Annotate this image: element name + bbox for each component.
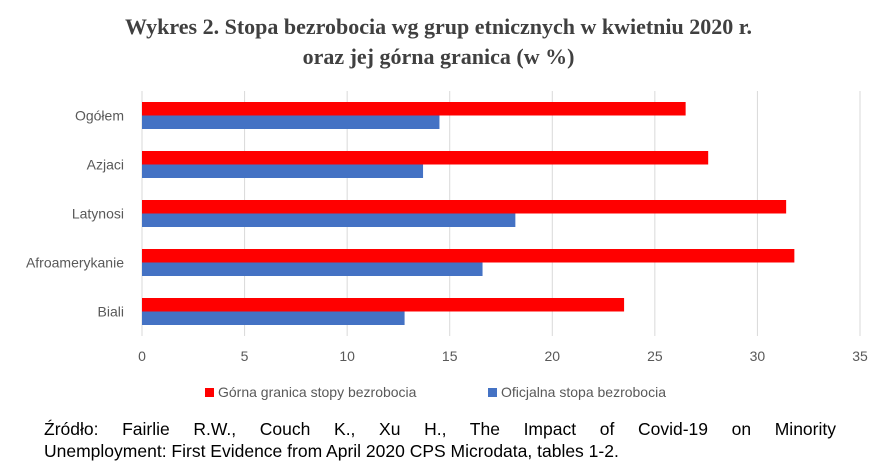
legend-label: Górna granica stopy bezrobocia — [218, 384, 417, 400]
x-tick-label: 15 — [442, 348, 458, 364]
bar — [142, 298, 625, 312]
bar — [142, 164, 424, 178]
category-label: Ogółem — [75, 108, 124, 124]
x-tick-label: 20 — [544, 348, 560, 364]
bar — [142, 151, 709, 165]
category-label: Latynosi — [72, 206, 124, 222]
x-tick-label: 30 — [750, 348, 766, 364]
bar — [142, 262, 483, 276]
legend-swatch — [488, 388, 497, 397]
bar — [142, 249, 795, 263]
bar — [142, 102, 686, 116]
category-label: Azjaci — [87, 157, 124, 173]
legend-swatch — [205, 388, 214, 397]
bar — [142, 115, 440, 129]
axis-labels: 0 5 10 15 20 25 30 35 Ogółem Azjaci Latynosi Afroam… — [26, 108, 868, 365]
chart-title-line-1: Wykres 2. Stopa bezrobocia wg grup etnic… — [124, 14, 753, 39]
bar — [142, 213, 516, 227]
x-tick-label: 5 — [241, 348, 249, 364]
bar — [142, 200, 787, 214]
x-tick-label: 10 — [339, 348, 355, 364]
x-tick-label: 0 — [138, 348, 146, 364]
legend: Górna granica stopy bezrobocia Oficjalna … — [205, 384, 666, 400]
source-note-line-2: Unemployment: First Evidence from April … — [44, 441, 619, 461]
bar — [142, 311, 405, 325]
category-label: Afroamerykanie — [26, 255, 124, 271]
chart-title-line-2: oraz jej górna granica (w %) — [302, 44, 575, 69]
source-note-line-1: Źródło: Fairlie R.W., Couch K., Xu H., T… — [44, 419, 836, 439]
x-tick-label: 25 — [647, 348, 663, 364]
x-tick-label: 35 — [852, 348, 868, 364]
legend-label: Oficjalna stopa bezrobocia — [501, 384, 666, 400]
bars — [142, 102, 795, 325]
category-label: Biali — [98, 304, 124, 320]
